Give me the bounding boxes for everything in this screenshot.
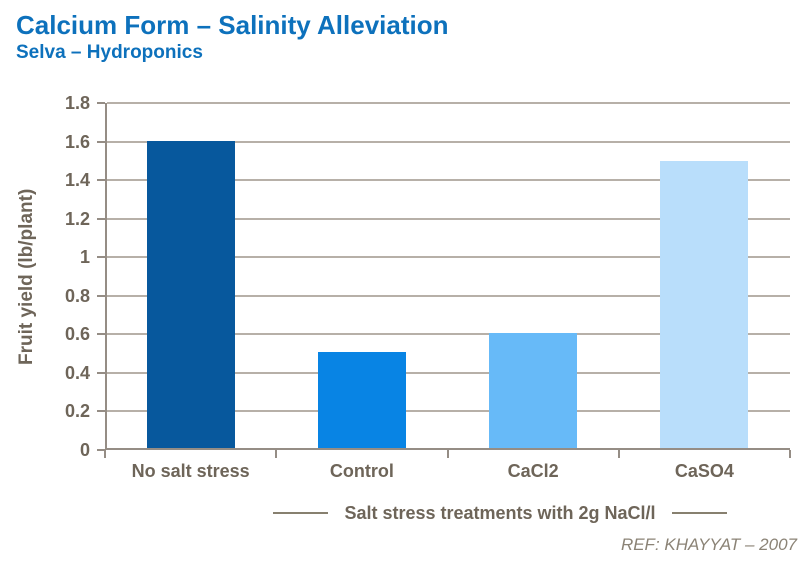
left-dash-line: [273, 512, 329, 514]
right-dash-line: [671, 512, 727, 514]
y-axis-tick-mark: [97, 102, 105, 104]
gridline: [107, 256, 790, 259]
x-axis-tick-mark: [789, 450, 791, 458]
x-axis-tick-mark: [275, 450, 278, 458]
y-tick-label: 1.8: [64, 93, 90, 113]
gridline: [107, 102, 790, 104]
bar-caso4: [660, 160, 749, 448]
bar-cacl2: [489, 333, 578, 448]
y-axis-tick-mark: [97, 371, 105, 374]
y-axis-tick-mark: [97, 333, 105, 336]
y-axis-tick-mark: [97, 256, 105, 259]
y-axis-tick-mark: [97, 294, 105, 297]
y-axis-tick-mark: [97, 410, 105, 413]
bar-no-salt-stress: [146, 141, 235, 448]
y-tick-label: 1: [79, 247, 90, 268]
y-tick-label: 0.6: [64, 324, 90, 345]
gridline: [107, 294, 790, 297]
y-axis-tick-mark: [97, 140, 105, 143]
gridline: [107, 217, 790, 220]
chart-title: Calcium Form – Salinity Alleviation: [16, 10, 449, 40]
y-tick-label: 1.6: [64, 131, 90, 152]
category-label: CaSO4: [674, 461, 734, 481]
y-tick-label: 0.8: [64, 285, 90, 306]
x-axis-tick-mark: [104, 450, 106, 458]
category-label: No salt stress: [131, 461, 250, 481]
y-tick-label: 1.4: [64, 170, 90, 191]
chart-subtitle: Selva – Hydroponics: [16, 42, 203, 63]
gridline: [107, 371, 790, 374]
y-axis-title: Fruit yield (lb/plant): [16, 188, 37, 365]
y-axis-tick-mark: [97, 179, 105, 182]
y-tick-label: 0.2: [64, 401, 90, 422]
reference-text: REF: KHAYYAT – 2007: [620, 535, 797, 554]
y-tick-label: 0: [79, 440, 90, 460]
category-label: Control: [329, 461, 394, 481]
x-axis-title-row: Salt stress treatments with 2g NaCl/l: [200, 501, 800, 525]
gridline: [107, 140, 790, 143]
x-axis-tick-mark: [617, 450, 620, 458]
x-axis-tick-mark: [446, 450, 449, 458]
gridline: [107, 333, 790, 336]
plot-area: [105, 102, 790, 450]
y-axis-tick-mark: [97, 449, 105, 451]
y-axis-tick-mark: [97, 217, 105, 220]
x-axis-title: Salt stress treatments with 2g NaCl/l: [344, 502, 656, 523]
category-label: CaCl2: [507, 461, 559, 481]
gridline: [107, 410, 790, 413]
bar-control: [317, 352, 406, 448]
y-tick-label: 0.4: [64, 362, 90, 383]
gridline: [107, 179, 790, 182]
y-tick-label: 1.2: [64, 208, 90, 229]
